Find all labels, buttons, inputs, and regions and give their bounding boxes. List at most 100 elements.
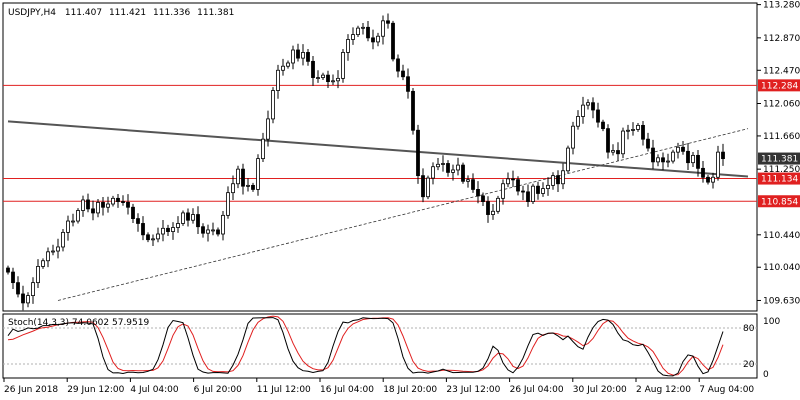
candle-body (651, 147, 655, 163)
candle-body (286, 62, 290, 67)
price-tick-label: 112.470 (763, 66, 800, 76)
time-tick-label: 2 Aug 12:00 (636, 385, 691, 395)
dashed-trendline[interactable] (57, 128, 749, 301)
candle-body (61, 231, 65, 248)
candle-body (111, 197, 115, 205)
stoch-scale-bottom: 0 (763, 370, 769, 380)
candle-body (396, 58, 400, 72)
candle-body (401, 70, 405, 78)
time-tick-label: 16 Jul 04:00 (320, 385, 374, 395)
chart-header: USDJPY,H4 111.407 111.421 111.336 111.38… (8, 8, 234, 18)
time-tick-label: 26 Jun 2018 (4, 385, 58, 395)
close-value: 111.381 (197, 8, 234, 18)
candle-body (236, 168, 240, 185)
stoch-scale-top: 100 (763, 317, 780, 327)
candle-body (606, 128, 610, 153)
price-tick-label: 111.660 (763, 132, 800, 142)
candle-body (496, 197, 500, 212)
candle-body (261, 138, 265, 160)
candle-body (581, 104, 585, 117)
candle-body (291, 49, 295, 64)
candle-body (666, 160, 670, 163)
candle-body (611, 150, 615, 153)
candle-body (156, 233, 160, 240)
candle-body (516, 179, 520, 192)
candle-body (526, 191, 530, 202)
candle-body (686, 150, 690, 164)
candle-body (646, 138, 650, 149)
candle-body (511, 178, 515, 181)
candle-body (466, 179, 470, 182)
candle-body (561, 170, 565, 185)
candle-body (16, 282, 20, 295)
candle-body (311, 60, 315, 78)
price-tick-label: 110.440 (763, 231, 800, 241)
stoch-main-line (7, 317, 724, 377)
candle-body (421, 175, 425, 198)
candle-body (626, 129, 630, 132)
candle-body (371, 37, 375, 43)
candle-body (71, 220, 75, 223)
candle-body (446, 163, 450, 173)
price-tick-label: 112.060 (763, 100, 800, 110)
candle-body (271, 90, 275, 120)
candle-body (26, 295, 30, 304)
candle-body (451, 169, 455, 173)
candle-body (46, 251, 50, 262)
candle-body (171, 227, 175, 232)
main-price-panel: USDJPY,H4 111.407 111.421 111.336 111.38… (2, 2, 758, 312)
candle-body (521, 190, 525, 193)
price-tick-label: 109.630 (763, 296, 800, 306)
trendline[interactable] (7, 120, 749, 178)
candle-body (146, 234, 150, 241)
candle-body (706, 176, 710, 183)
candle-body (161, 227, 165, 235)
candle-body (136, 218, 140, 224)
candle-body (696, 154, 700, 169)
candle-body (461, 164, 465, 182)
price-panel-frame (2, 2, 758, 312)
candle-body (431, 166, 435, 179)
candle-body (426, 177, 430, 198)
candle-body (231, 183, 235, 194)
candle-body (6, 267, 10, 273)
candle-body (566, 147, 570, 172)
candle-body (586, 102, 590, 106)
open-value: 111.407 (65, 8, 102, 18)
candle-body (551, 175, 555, 186)
candle-body (391, 22, 395, 60)
candle-body (471, 179, 475, 190)
candle-body (211, 229, 215, 232)
candle-body (411, 90, 415, 131)
candle-body (721, 151, 725, 160)
level-price-tag-3: 110.854 (761, 197, 798, 207)
candle-body (151, 238, 155, 241)
candle-body (476, 189, 480, 197)
candle-body (351, 34, 355, 40)
level-price-tag-2: 111.134 (761, 175, 798, 185)
candle-body (126, 201, 130, 208)
time-tick-label: 26 Jul 04:00 (510, 385, 564, 395)
price-tick-label: 112.870 (763, 34, 800, 44)
candle-body (186, 212, 190, 221)
time-tick-label: 6 Jul 20:00 (194, 385, 243, 395)
time-axis: 26 Jun 2018 29 Jun 12:00 4 Jul 04:00 6 Jul … (3, 378, 754, 395)
candle-body (141, 223, 145, 236)
candle-body (631, 129, 635, 131)
candle-body (616, 150, 620, 155)
candle-body (361, 26, 365, 29)
price-tick-label: 113.280 (763, 1, 800, 11)
stochastic-panel-frame (2, 313, 758, 379)
candle-body (481, 195, 485, 202)
candle-body (41, 260, 45, 267)
candle-body (336, 77, 340, 82)
candle-body (486, 201, 490, 215)
stoch-signal-line (7, 315, 724, 376)
candle-body (501, 183, 505, 199)
candle-body (346, 39, 350, 53)
candle-body (21, 293, 25, 304)
stoch-level-label: 80 (743, 324, 755, 334)
candle-body (356, 27, 360, 36)
candle-body (246, 184, 250, 187)
time-tick-label: 11 Jul 12:00 (257, 385, 311, 395)
